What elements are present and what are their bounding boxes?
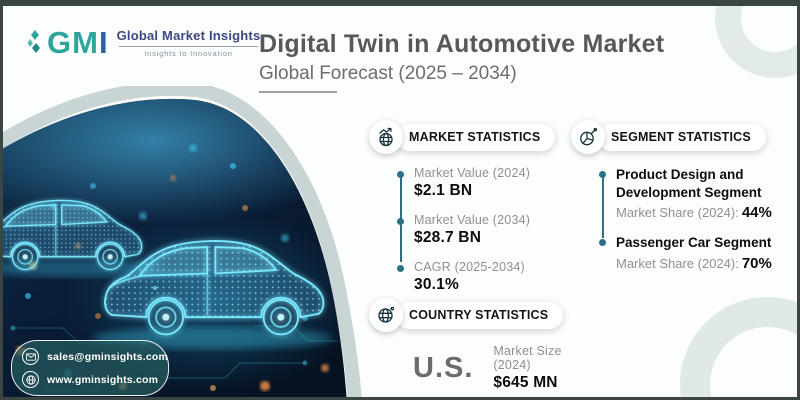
bullet-dot <box>599 171 606 178</box>
list-item: Product Design and Development Segment M… <box>599 166 793 221</box>
decorative-ring-top-right <box>715 6 797 78</box>
list-item: Passenger Car Segment Market Share (2024… <box>599 234 793 272</box>
segment-statistics-section: SEGMENT STATISTICS Product Design and De… <box>571 120 793 285</box>
bullet-dot <box>397 171 404 178</box>
logo-tagline: Insights to Innovation <box>144 49 233 58</box>
photo-curve-band <box>3 86 362 397</box>
list-item: CAGR (2025-2034) 30.1% <box>397 260 554 294</box>
segment-statistics-title: SEGMENT STATISTICS <box>598 123 766 151</box>
gmi-monogram: GMI <box>47 24 109 60</box>
country-statistics-body: U.S. Market Size (2024) $645 MN <box>413 344 584 392</box>
decorative-ring-bottom-right <box>680 297 797 397</box>
market-statistics-list: Market Value (2024) $2.1 BN Market Value… <box>397 166 554 294</box>
bullet-dot <box>397 218 404 225</box>
logo-company-name: Global Market Insights <box>116 28 261 43</box>
globe-icon <box>22 371 39 388</box>
timeline-line <box>602 175 604 238</box>
segment-share: Market Share (2024): 70% <box>616 254 772 272</box>
gmi-leaf-icon <box>27 30 40 53</box>
country-statistics-header: COUNTRY STATISTICS <box>369 298 584 332</box>
contact-website[interactable]: www.gminsights.com <box>22 371 158 388</box>
bullet-dot <box>599 239 606 247</box>
contact-email[interactable]: sales@gminsights.com <box>22 348 168 365</box>
globe-trend-icon <box>369 120 403 154</box>
market-statistics-title: MARKET STATISTICS <box>396 123 556 151</box>
envelope-icon <box>22 348 39 365</box>
pie-chart-icon <box>571 120 605 154</box>
country-name: U.S. <box>413 351 474 384</box>
list-item: Market Value (2024) $2.1 BN <box>397 166 554 200</box>
segment-statistics-list: Product Design and Development Segment M… <box>599 166 793 272</box>
country-stat: Market Size (2024) $645 MN <box>493 344 562 391</box>
country-statistics-section: COUNTRY STATISTICS U.S. Market Size (202… <box>369 298 584 392</box>
gmi-logo: GMI Global Market Insights Insights to I… <box>27 26 260 58</box>
logo-text-block: Global Market Insights Insights to Innov… <box>117 28 261 58</box>
page-title: Digital Twin in Automotive Market <box>259 30 665 58</box>
country-statistics-title: COUNTRY STATISTICS <box>396 301 564 329</box>
contact-card: sales@gminsights.com www.gminsights.com <box>11 340 169 396</box>
segment-statistics-header: SEGMENT STATISTICS <box>571 120 793 154</box>
list-item: Market Value (2034) $28.7 BN <box>397 213 554 247</box>
bullet-dot <box>397 265 404 272</box>
subtitle-underline <box>259 91 337 93</box>
segment-share: Market Share (2024): 44% <box>616 204 772 222</box>
market-statistics-header: MARKET STATISTICS <box>369 120 556 154</box>
title-block: Digital Twin in Automotive Market Global… <box>259 30 664 93</box>
page-subtitle: Global Forecast (2025 – 2034) <box>259 63 517 84</box>
logo-divider <box>118 46 259 47</box>
market-statistics-section: MARKET STATISTICS Market Value (2024) $2… <box>369 120 556 307</box>
globe-icon <box>369 298 403 332</box>
